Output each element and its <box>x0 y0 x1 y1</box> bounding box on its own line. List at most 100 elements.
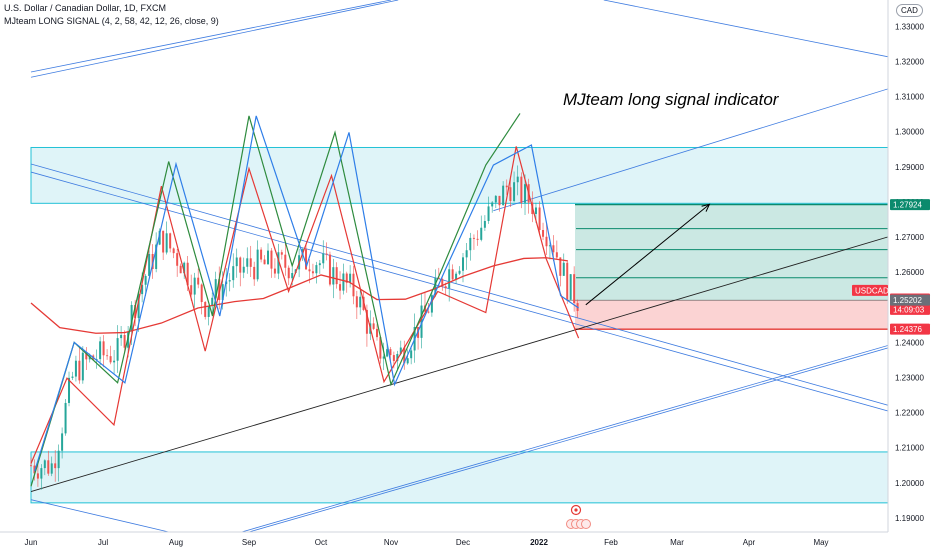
candle-body <box>465 250 468 258</box>
time-tick-label: Oct <box>315 538 328 547</box>
time-axis[interactable]: Jun Jul Aug Sep Oct Nov Dec 2022 Feb Mar Apr May <box>0 531 932 550</box>
candle-body <box>322 253 325 264</box>
candle-body <box>538 207 541 230</box>
candle-body <box>273 268 276 274</box>
zigzag-blue-line <box>34 115 579 472</box>
trend-line-lower-left-line <box>30 499 169 533</box>
candle-body <box>47 460 50 474</box>
symbol-title[interactable]: U.S. Dollar / Canadian Dollar, 1D, FXCM <box>4 3 167 13</box>
trend-line-upper-channel-a <box>30 0 399 78</box>
candle-body <box>214 279 217 298</box>
candle-body <box>218 279 221 301</box>
time-tick-label: 2022 <box>530 538 548 547</box>
price-label-stop: 1.24376 <box>893 325 922 334</box>
price-tick-label: 1.21000 <box>895 444 924 453</box>
time-tick-label: Dec <box>456 538 470 547</box>
trend-line-support-line <box>30 224 930 493</box>
candle-body <box>78 360 81 381</box>
candle-body <box>345 273 348 283</box>
candle-body <box>305 249 308 270</box>
price-label-entry-bg <box>890 294 930 306</box>
candle-body <box>365 309 368 334</box>
candle-body <box>389 349 392 356</box>
price-tick-label: 1.26000 <box>895 268 924 277</box>
price-axis-background <box>888 0 932 550</box>
candle-body <box>246 258 249 267</box>
candle-body <box>318 263 321 266</box>
candle-body <box>437 277 440 279</box>
long-position-tool[interactable] <box>566 203 888 330</box>
zigzag-green-line <box>30 113 521 487</box>
indicator-legend[interactable]: MJteam LONG SIGNAL (4, 2, 58, 42, 12, 26… <box>4 16 219 26</box>
trend-line-upper-channel-b <box>30 0 392 73</box>
price-tick-label: 1.31000 <box>895 93 924 102</box>
long-arrow[interactable] <box>585 203 711 306</box>
candle-body <box>420 305 423 338</box>
candle-body <box>183 262 186 274</box>
candle-body <box>339 284 342 291</box>
moving-average-line <box>30 257 568 334</box>
candle-body <box>342 273 345 291</box>
candle-body <box>328 254 331 285</box>
zigzag-red-line <box>30 146 580 464</box>
price-tick-label: 1.23000 <box>895 373 924 382</box>
candle-body <box>190 285 193 295</box>
candle-body <box>524 184 527 203</box>
candle-body <box>562 262 565 276</box>
time-tick-label: Jul <box>98 538 108 547</box>
candle-body <box>267 250 270 265</box>
price-label-stop-bg <box>890 323 930 335</box>
candle-body <box>382 356 385 359</box>
price-axis[interactable]: 1.19000 1.20000 1.21000 1.22000 1.23000 1.240… <box>887 0 932 550</box>
price-tick-label: 1.22000 <box>895 409 924 418</box>
candle-body <box>256 249 259 280</box>
candle-body <box>33 465 36 474</box>
candle-body <box>308 269 311 272</box>
candle-body <box>277 252 280 274</box>
candle-body <box>483 220 486 228</box>
candle-body <box>120 334 123 339</box>
candle-body <box>410 350 413 359</box>
time-tick-label: Apr <box>743 538 756 547</box>
trend-lines-layer[interactable] <box>30 0 930 533</box>
moving-average-layer <box>30 257 568 334</box>
candle-body <box>476 238 479 240</box>
candle-body <box>158 230 161 245</box>
price-label-symbol: USDCAD <box>855 286 889 295</box>
price-tick-label: 1.27000 <box>895 233 924 242</box>
candle-body <box>61 433 64 451</box>
candle-body <box>291 273 294 279</box>
candle-body <box>141 284 144 295</box>
currency-badge[interactable]: CAD <box>896 4 923 17</box>
candle-body <box>239 257 242 273</box>
candle-body <box>509 187 512 202</box>
candle-body <box>379 337 382 359</box>
candle-body <box>311 271 314 274</box>
candle-body <box>542 229 545 237</box>
candle-body <box>372 323 375 329</box>
trend-line-falling-channel-a <box>30 163 930 418</box>
candle-body <box>284 254 287 268</box>
candle-body <box>221 284 224 301</box>
candle-body <box>487 206 490 221</box>
event-markers[interactable] <box>566 504 591 529</box>
candle-body <box>40 468 43 479</box>
candle-body <box>68 377 71 403</box>
candle-body <box>520 176 523 203</box>
candle-body <box>30 465 32 467</box>
time-tick-label: Jun <box>25 538 38 547</box>
candles-layer <box>30 165 579 490</box>
trend-line-rising-line <box>493 75 930 212</box>
price-tick-label: 1.33000 <box>895 22 924 31</box>
candle-body <box>228 280 231 282</box>
candle-body <box>555 252 558 258</box>
candle-body <box>386 349 389 357</box>
candle-body <box>491 202 494 207</box>
candle-body <box>505 185 508 188</box>
candle-body <box>573 274 576 304</box>
candle-body <box>260 249 263 260</box>
candle-body <box>130 304 133 332</box>
candle-body <box>458 270 461 274</box>
candle-body <box>355 296 358 308</box>
